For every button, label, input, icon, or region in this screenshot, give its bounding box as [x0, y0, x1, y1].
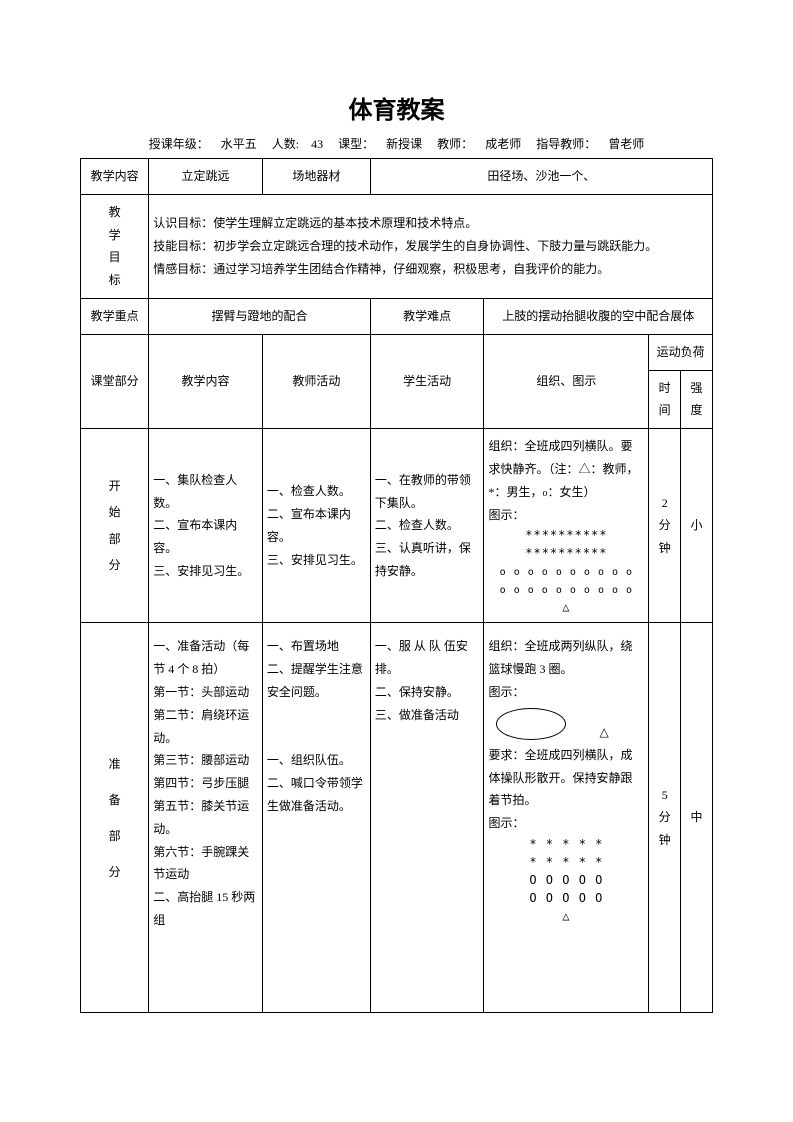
prep-org-diagram: * * * * * * * * * * O O O O O O O O O O …: [488, 835, 644, 925]
prep-label: 准 备 部 分: [81, 623, 149, 1013]
start-org: 组织：全班成四列横队。要求快静齐。（注：△：教师，*：男生，o：女生）图示： *…: [484, 429, 649, 623]
triangle-icon: △: [599, 721, 608, 744]
type-label: 课型：: [338, 137, 374, 151]
prep-teacher: 一、布置场地 二、提醒学生注意安全问题。 一、组织队伍。 二、喊口令带领学生做准…: [262, 623, 370, 1013]
value-objectives: 认识目标：使学生理解立定跳远的基本技术原理和技术特点。 技能目标：初步学会立定跳…: [149, 194, 713, 298]
teacher-label: 教师：: [437, 137, 473, 151]
hdr-org: 组织、图示: [484, 334, 649, 428]
start-time: 2 分 钟: [649, 429, 681, 623]
count-label: 人数:: [272, 137, 299, 151]
grade-value: 水平五: [221, 137, 257, 151]
start-student: 一、在教师的带领下集队。 二、检查人数。 三、认真听讲，保持安静。: [370, 429, 484, 623]
value-teaching-content: 立定跳远: [149, 159, 263, 195]
count-value: 43: [311, 137, 323, 151]
meta-line: 授课年级： 水平五 人数: 43 课型： 新授课 教师： 成老师 指导教师： 曾老师: [80, 135, 713, 152]
start-intensity: 小: [681, 429, 713, 623]
advisor-label: 指导教师：: [536, 137, 596, 151]
type-value: 新授课: [386, 137, 422, 151]
prep-org-text-mid: 要求：全班成四列横队，成体操队形散开。保持安静跟着节拍。 图示：: [488, 744, 644, 835]
hdr-time: 时间: [649, 370, 681, 429]
start-org-text: 组织：全班成四列横队。要求快静齐。（注：△：教师，*：男生，o：女生）图示：: [488, 435, 644, 526]
prep-org: 组织：全班成两列纵队，绕篮球慢跑 3 圈。 图示： △ 要求：全班成四列横队，成…: [484, 623, 649, 1013]
value-equipment: 田径场、沙池一个、: [370, 159, 712, 195]
start-org-diagram: ********************o o o o o o o o o oo…: [488, 526, 644, 616]
hdr-teacher-act: 教师活动: [262, 334, 370, 428]
ellipse-icon: [496, 708, 566, 740]
hdr-content: 教学内容: [149, 334, 263, 428]
label-equipment: 场地器材: [262, 159, 370, 195]
prep-student: 一、服 从 队 伍安排。 二、保持安静。 三、做准备活动: [370, 623, 484, 1013]
header-row-1: 课堂部分 教学内容 教师活动 学生活动 组织、图示 运动负荷: [81, 334, 713, 370]
label-objectives: 教 学 目 标: [81, 194, 149, 298]
value-keypoint: 摆臂与蹬地的配合: [149, 298, 371, 334]
plan-table: 教学内容 立定跳远 场地器材 田径场、沙池一个、 教 学 目 标 认识目标：使学…: [80, 158, 713, 1013]
start-teacher: 一、检查人数。 二、宣布本课内容。 三、安排见习生。: [262, 429, 370, 623]
label-teaching-content: 教学内容: [81, 159, 149, 195]
grade-label: 授课年级：: [149, 137, 209, 151]
prep-content: 一、准备活动（每节 4 个 8 拍） 第一节：头部运动 第二节：肩绕环运动。 第…: [149, 623, 263, 1013]
prep-time: 5 分 钟: [649, 623, 681, 1013]
row-prep-section: 准 备 部 分 一、准备活动（每节 4 个 8 拍） 第一节：头部运动 第二节：…: [81, 623, 713, 1013]
row-keypoints: 教学重点 摆臂与蹬地的配合 教学难点 上肢的摆动抬腿收腹的空中配合展体: [81, 298, 713, 334]
start-content: 一、集队检查人数。 二、宣布本课内容。 三、安排见习生。: [149, 429, 263, 623]
start-label: 开 始 部 分: [81, 429, 149, 623]
hdr-student-act: 学生活动: [370, 334, 484, 428]
label-difficulty: 教学难点: [370, 298, 484, 334]
prep-org-text-top: 组织：全班成两列纵队，绕篮球慢跑 3 圈。 图示：: [488, 635, 644, 703]
lesson-plan-page: 体育教案 授课年级： 水平五 人数: 43 课型： 新授课 教师： 成老师 指导教师： 曾…: [0, 0, 793, 1073]
hdr-intensity: 强度: [681, 370, 713, 429]
page-title: 体育教案: [80, 90, 713, 125]
hdr-load: 运动负荷: [649, 334, 713, 370]
row-start-section: 开 始 部 分 一、集队检查人数。 二、宣布本课内容。 三、安排见习生。 一、检…: [81, 429, 713, 623]
prep-intensity: 中: [681, 623, 713, 1013]
teacher-value: 成老师: [485, 137, 521, 151]
row-objectives: 教 学 目 标 认识目标：使学生理解立定跳远的基本技术原理和技术特点。 技能目标…: [81, 194, 713, 298]
row-content-equipment: 教学内容 立定跳远 场地器材 田径场、沙池一个、: [81, 159, 713, 195]
label-keypoint: 教学重点: [81, 298, 149, 334]
hdr-section: 课堂部分: [81, 334, 149, 428]
value-difficulty: 上肢的摆动抬腿收腹的空中配合展体: [484, 298, 713, 334]
prep-org-ellipse-row: △: [488, 704, 644, 744]
advisor-value: 曾老师: [608, 137, 644, 151]
